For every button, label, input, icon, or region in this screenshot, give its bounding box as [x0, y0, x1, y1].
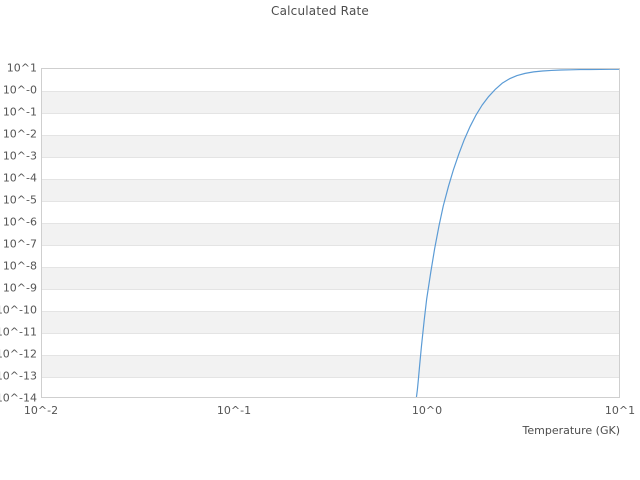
- gridline: [42, 201, 619, 202]
- gridline: [42, 245, 619, 246]
- y-axis-tick-label: 10^-2: [2, 127, 37, 141]
- y-axis-tick-label: 10^-10: [0, 303, 37, 317]
- rate-curve-svg: [415, 69, 619, 397]
- gridline: [42, 113, 619, 114]
- plot-band: [42, 267, 619, 289]
- x-axis-tick-label: 10^-1: [216, 404, 252, 417]
- chart-title: Calculated Rate: [271, 4, 369, 18]
- y-axis-tick-label: 10^-9: [2, 281, 37, 295]
- y-axis-tick-label: 10^-6: [2, 215, 37, 229]
- y-axis-tick-label: 10^-3: [2, 149, 37, 163]
- gridline: [42, 289, 619, 290]
- plot-band: [42, 91, 619, 113]
- y-axis-tick-label: 10^-5: [2, 193, 37, 207]
- y-axis-tick-label: 10^-1: [2, 105, 37, 119]
- y-axis-tick-label: 10^-7: [2, 237, 37, 251]
- gridline: [42, 355, 619, 356]
- gridline: [42, 179, 619, 180]
- y-axis-tick-label: 10^-0: [2, 83, 37, 97]
- plot-band: [42, 223, 619, 245]
- y-axis-tick-label: 10^-14: [0, 391, 37, 405]
- x-axis-tick-label: 10^0: [411, 404, 443, 417]
- y-axis-tick-label: 10^-13: [0, 369, 37, 383]
- x-axis-label: Temperature (GK): [522, 424, 621, 437]
- plot-band: [42, 135, 619, 157]
- y-axis-tick-label: 10^-11: [0, 325, 37, 339]
- gridline: [42, 311, 619, 312]
- gridline: [42, 223, 619, 224]
- plot-band: [42, 355, 619, 377]
- x-axis-tick-label: 10^-2: [23, 404, 59, 417]
- gridline: [42, 157, 619, 158]
- calculated-rate-line: [415, 69, 619, 397]
- y-axis-tick-label: 10^1: [6, 61, 37, 75]
- plot-band: [42, 311, 619, 333]
- y-axis-tick-label: 10^-4: [2, 171, 37, 185]
- gridline: [42, 333, 619, 334]
- plot-band: [42, 179, 619, 201]
- x-axis-tick-label: 10^1: [604, 404, 636, 417]
- plot-area: [41, 68, 620, 398]
- gridline: [42, 377, 619, 378]
- y-axis-tick-label: 10^-12: [0, 347, 37, 361]
- gridline: [42, 91, 619, 92]
- gridline: [42, 267, 619, 268]
- gridline: [42, 135, 619, 136]
- y-axis-tick-label: 10^-8: [2, 259, 37, 273]
